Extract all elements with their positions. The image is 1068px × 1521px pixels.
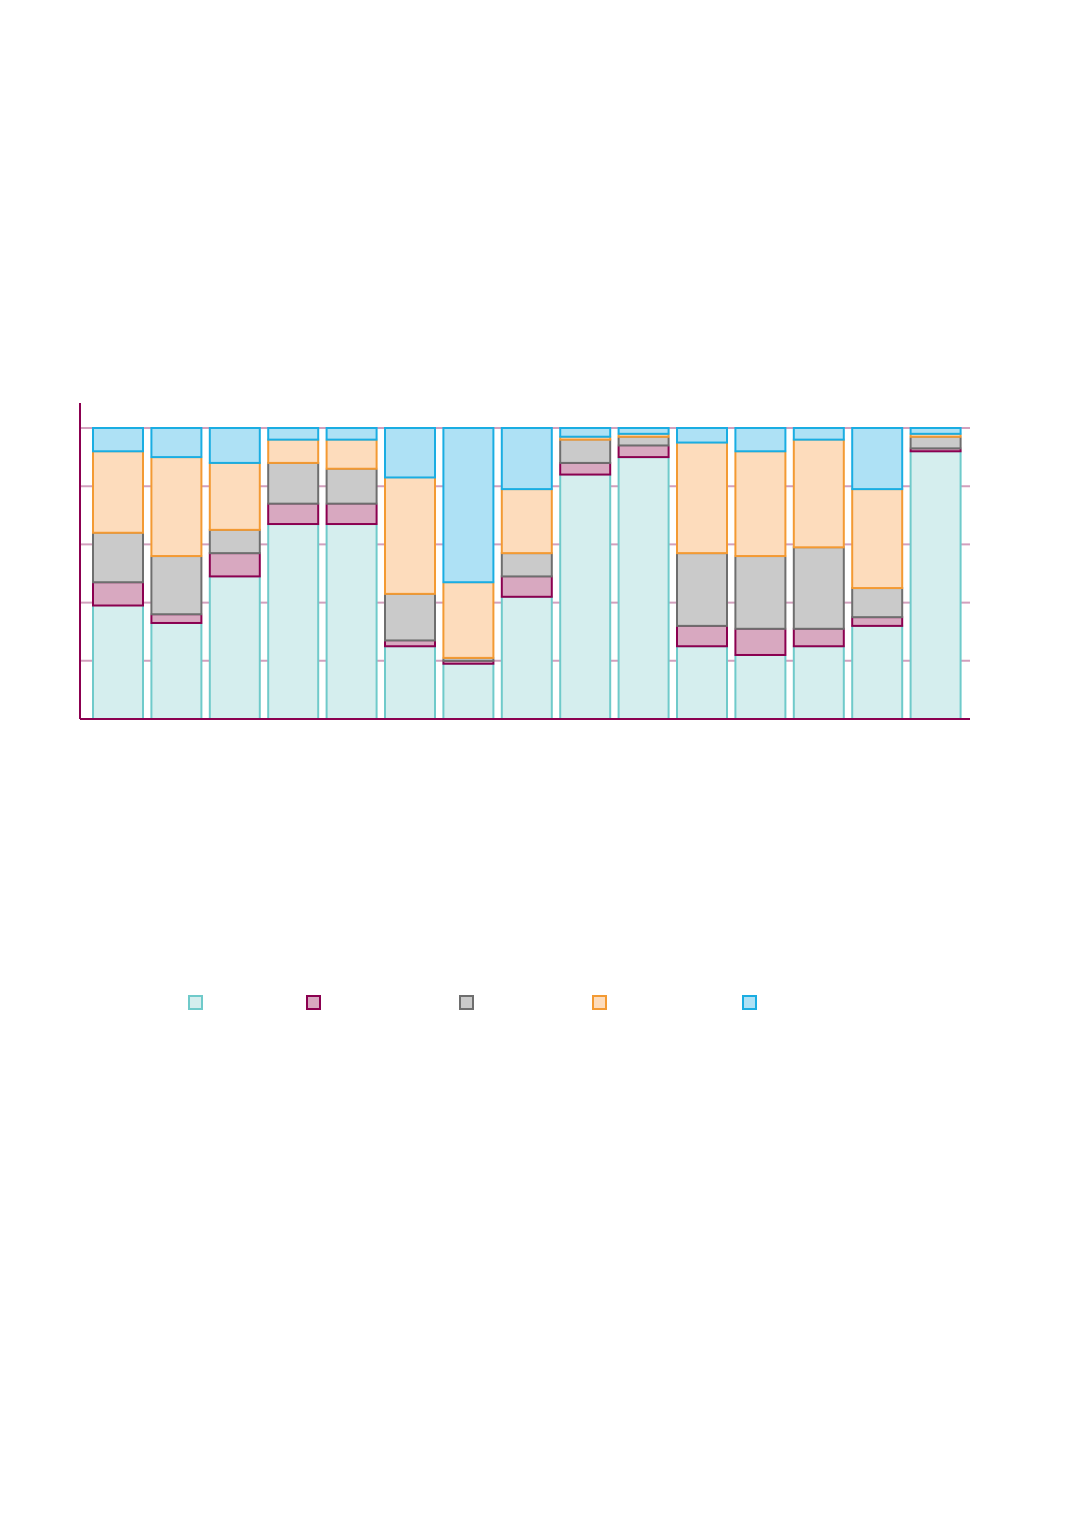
bar-segment-series-5 [208,427,261,464]
bar-segment-series-5 [500,427,553,491]
bar-segment-series-5 [617,427,670,435]
bar-segment-series-4 [325,438,378,470]
bar-segment-series-5 [559,427,612,438]
bar-stack [442,427,495,721]
bar-segment-series-5 [150,427,203,459]
bar-segment-series-1 [150,621,203,720]
bar-stacks [92,427,962,721]
bar-segment-series-4 [500,488,553,555]
bar-segment-series-5 [792,427,845,441]
bar-segment-series-4 [208,461,261,531]
bar-stack [325,427,378,721]
bar-segment-series-4 [267,438,320,464]
bar-segment-series-1 [208,575,261,720]
bar-stack [851,427,904,721]
bar-segment-series-1 [325,523,378,721]
bar-segment-series-3 [325,467,378,505]
bar-segment-series-2 [559,461,612,476]
bar-segment-series-5 [851,427,904,491]
bar-segment-series-1 [267,523,320,721]
bar-segment-series-1 [92,604,144,721]
bar-segment-series-3 [734,555,787,630]
bar-segment-series-4 [851,488,904,590]
bar-segment-series-3 [150,555,203,616]
bar-segment-series-5 [92,427,144,453]
bar-segment-series-5 [267,427,320,441]
bar-segment-series-1 [851,624,904,721]
bar-segment-series-2 [92,581,144,607]
bar-segment-series-3 [384,592,436,642]
bar-segment-series-2 [851,616,904,627]
bar-stack [208,427,261,720]
bar-segment-series-5 [325,427,378,441]
bar-segment-series-2 [792,627,845,648]
bar-segment-series-3 [909,435,962,450]
bar-segment-series-2 [267,502,320,526]
bar-segment-series-3 [500,552,553,578]
bar-stack [384,427,436,720]
bar-segment-series-4 [442,581,495,659]
bar-segment-series-2 [617,444,670,459]
bar-segment-series-1 [734,653,787,720]
bar-stack [150,427,203,720]
bar-segment-series-5 [384,427,436,479]
bar-segment-series-3 [92,531,144,584]
bar-stack [676,427,728,720]
bar-segment-series-2 [325,502,378,526]
bar-stack [617,427,670,720]
bar-segment-series-1 [500,595,553,721]
bar-segment-series-3 [267,461,320,505]
bar-segment-series-1 [792,645,845,720]
bar-segment-series-4 [792,438,845,549]
bar-segment-series-4 [676,441,728,555]
bar-segment-series-1 [559,473,612,720]
bar-segment-series-4 [92,450,144,534]
bar-segment-series-3 [617,435,670,447]
bar-segment-series-5 [909,427,962,435]
bar-segment-series-1 [442,662,495,721]
bar-stack [500,427,553,721]
bar-stack [792,427,845,720]
bar-segment-series-3 [792,546,845,630]
bar-segment-series-5 [442,427,495,584]
bar-segment-series-2 [734,627,787,656]
bar-stack [734,427,787,720]
bar-stack [267,427,320,721]
bar-segment-series-1 [384,645,436,720]
bar-segment-series-1 [909,450,962,720]
bar-segment-series-3 [676,552,728,627]
axes [79,403,970,720]
bar-segment-series-5 [676,427,728,444]
bar-stack [909,427,962,720]
bar-segment-series-3 [851,587,904,619]
bar-stack [559,427,612,720]
bar-segment-series-4 [150,456,203,558]
bar-segment-series-3 [559,438,612,464]
bar-segment-series-3 [208,528,261,555]
bar-segment-series-4 [384,476,436,595]
bar-segment-series-1 [617,456,670,720]
bar-segment-series-5 [734,427,787,453]
bar-segment-series-2 [208,552,261,578]
bar-segment-series-2 [150,613,203,624]
bar-segment-series-4 [734,450,787,558]
bar-segment-series-2 [500,575,553,598]
bar-stack [92,427,144,721]
bar-segment-series-1 [676,645,728,720]
bar-segment-series-2 [676,624,728,648]
